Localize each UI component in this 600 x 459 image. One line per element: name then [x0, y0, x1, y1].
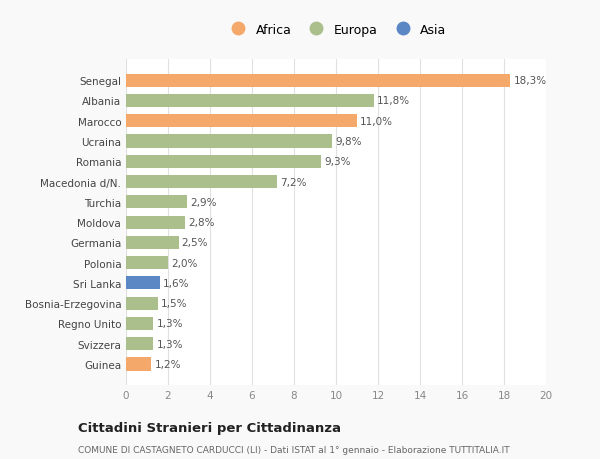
Bar	[126, 156, 322, 168]
Text: 2,5%: 2,5%	[182, 238, 208, 248]
Bar	[126, 236, 179, 249]
Legend: Africa, Europa, Asia: Africa, Europa, Asia	[226, 23, 446, 37]
Text: 7,2%: 7,2%	[280, 177, 307, 187]
Text: 1,2%: 1,2%	[154, 359, 181, 369]
Text: 2,9%: 2,9%	[190, 197, 217, 207]
Text: 11,8%: 11,8%	[377, 96, 410, 106]
Text: COMUNE DI CASTAGNETO CARDUCCI (LI) - Dati ISTAT al 1° gennaio - Elaborazione TUT: COMUNE DI CASTAGNETO CARDUCCI (LI) - Dat…	[78, 445, 509, 454]
Bar	[126, 216, 185, 229]
Bar	[126, 74, 510, 88]
Text: 9,3%: 9,3%	[325, 157, 351, 167]
Bar	[126, 257, 168, 269]
Text: 1,3%: 1,3%	[157, 339, 183, 349]
Bar	[126, 115, 357, 128]
Text: 18,3%: 18,3%	[514, 76, 547, 86]
Text: 2,0%: 2,0%	[171, 258, 197, 268]
Text: 1,6%: 1,6%	[163, 278, 189, 288]
Text: 9,8%: 9,8%	[335, 137, 361, 147]
Bar	[126, 337, 154, 351]
Text: 1,3%: 1,3%	[157, 319, 183, 329]
Bar	[126, 95, 374, 108]
Text: 2,8%: 2,8%	[188, 218, 214, 228]
Bar	[126, 135, 332, 148]
Bar	[126, 196, 187, 209]
Bar	[126, 176, 277, 189]
Bar	[126, 277, 160, 290]
Bar	[126, 297, 157, 310]
Bar	[126, 317, 154, 330]
Text: 11,0%: 11,0%	[360, 117, 393, 127]
Text: Cittadini Stranieri per Cittadinanza: Cittadini Stranieri per Cittadinanza	[78, 421, 341, 434]
Bar	[126, 358, 151, 371]
Text: 1,5%: 1,5%	[161, 298, 187, 308]
